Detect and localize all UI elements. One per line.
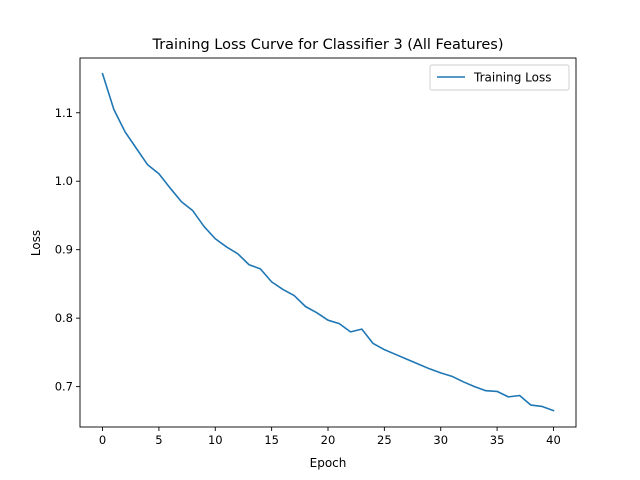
plot-area [101,72,555,412]
y-axis-label: Loss [29,230,43,256]
x-axis: 0 5 10 15 20 25 30 35 40 [99,427,561,447]
y-tick-label: 1.1 [55,106,73,120]
x-tick-label: 10 [208,433,223,447]
legend-label: Training Loss [473,71,551,85]
legend: Training Loss [429,64,570,91]
chart-title: Training Loss Curve for Classifier 3 (Al… [151,37,503,53]
x-tick-label: 25 [377,433,392,447]
y-tick-label: 0.9 [55,243,73,257]
x-tick-label: 5 [155,433,162,447]
x-tick-label: 20 [321,433,336,447]
y-axis: 0.7 0.8 0.9 1.0 1.1 [55,106,80,394]
x-tick-label: 30 [433,433,448,447]
legend-box [429,64,570,91]
y-tick-label: 1.0 [55,174,73,188]
training-loss-line [101,72,555,412]
y-tick-label: 0.8 [55,311,73,325]
x-tick-label: 35 [490,433,505,447]
x-tick-label: 40 [546,433,561,447]
x-tick-label: 15 [264,433,279,447]
plot-frame [79,57,577,428]
x-tick-label: 0 [99,433,106,447]
y-tick-label: 0.7 [55,380,73,394]
x-axis-label: Epoch [310,456,347,470]
